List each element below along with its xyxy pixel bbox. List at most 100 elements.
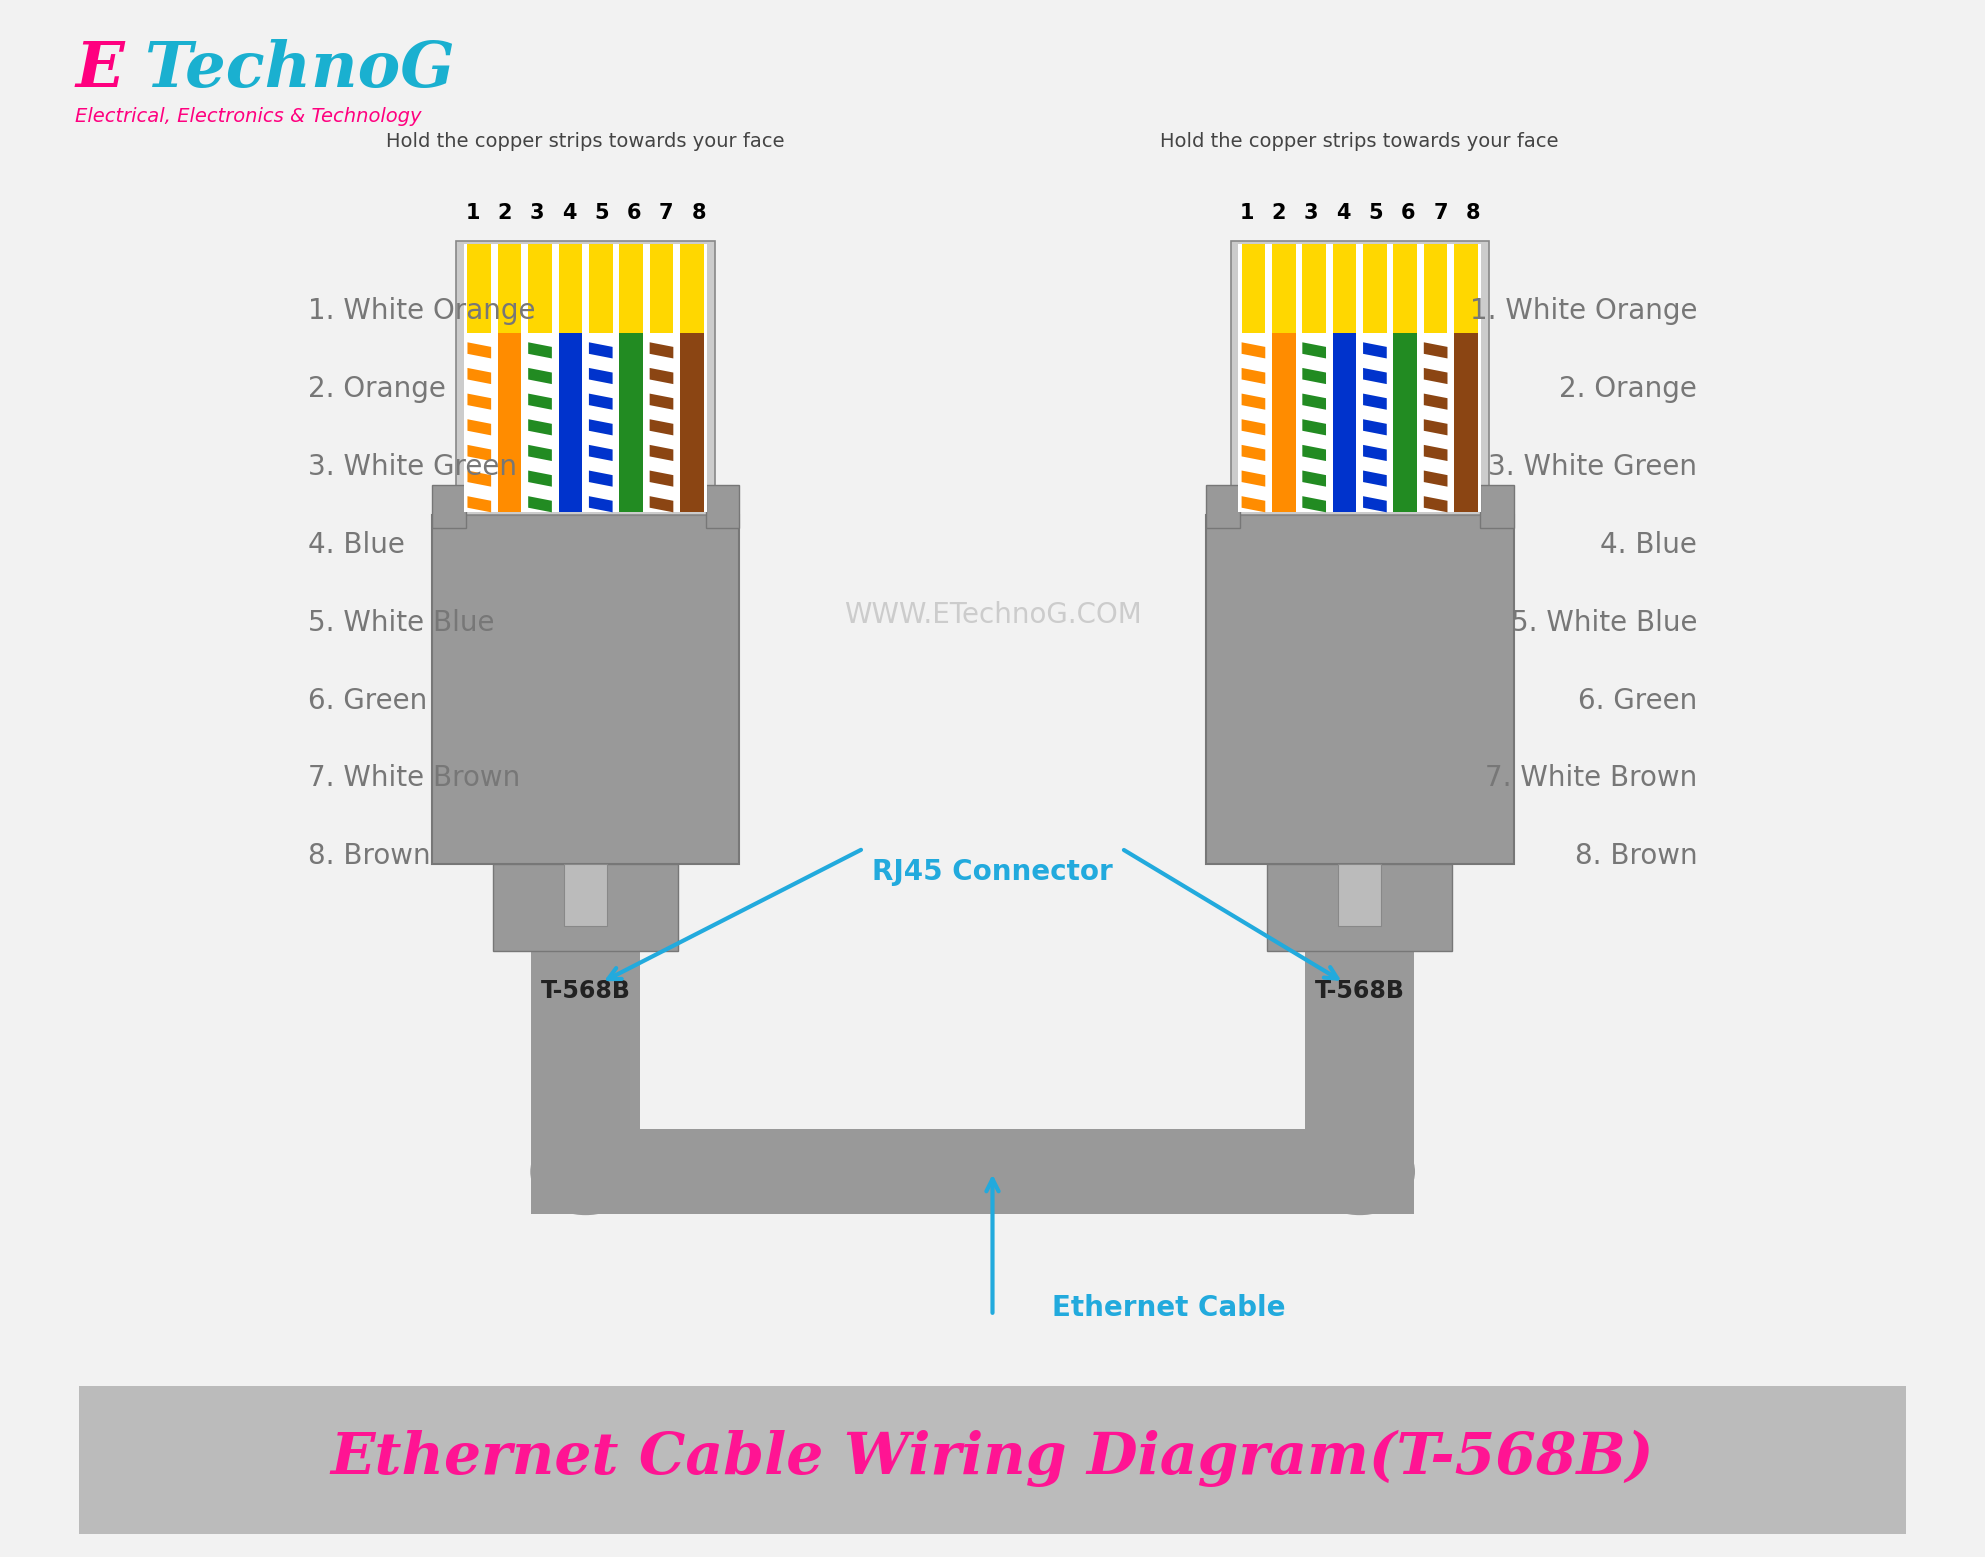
Bar	[1207, 484, 1241, 528]
Polygon shape	[1302, 419, 1326, 436]
Polygon shape	[649, 367, 673, 385]
Polygon shape	[1423, 419, 1447, 436]
Text: 6. Green: 6. Green	[308, 687, 427, 715]
Polygon shape	[1423, 445, 1447, 461]
Text: 4. Blue: 4. Blue	[308, 531, 405, 559]
Text: Hold the copper strips towards your face: Hold the copper strips towards your face	[387, 132, 784, 151]
Text: RJ45 Connector: RJ45 Connector	[871, 858, 1114, 886]
Polygon shape	[590, 419, 613, 436]
Text: 2. Orange: 2. Orange	[1560, 375, 1697, 403]
Polygon shape	[590, 497, 613, 512]
Text: 7: 7	[659, 202, 673, 223]
Polygon shape	[1302, 394, 1326, 409]
Polygon shape	[1241, 497, 1264, 512]
Bar	[590, 333, 613, 512]
Bar	[1393, 333, 1417, 512]
Polygon shape	[649, 470, 673, 487]
Polygon shape	[466, 419, 490, 436]
Polygon shape	[1302, 343, 1326, 358]
Text: 2: 2	[1272, 202, 1286, 223]
Polygon shape	[1241, 343, 1264, 358]
Text: 8. Brown: 8. Brown	[308, 842, 431, 870]
Bar	[558, 244, 582, 333]
Polygon shape	[1241, 394, 1264, 409]
Bar	[528, 244, 552, 333]
Text: 1: 1	[464, 202, 480, 223]
Polygon shape	[590, 470, 613, 487]
Bar	[431, 515, 738, 864]
Polygon shape	[1364, 394, 1388, 409]
Bar	[1364, 333, 1388, 512]
Text: Ethernet Cable Wiring Diagram(T-568B): Ethernet Cable Wiring Diagram(T-568B)	[331, 1431, 1654, 1487]
Polygon shape	[649, 394, 673, 409]
Polygon shape	[528, 445, 552, 461]
Polygon shape	[590, 367, 613, 385]
Polygon shape	[1241, 470, 1264, 487]
Bar	[464, 244, 707, 512]
Bar	[1332, 244, 1356, 333]
Polygon shape	[649, 497, 673, 512]
Bar	[431, 484, 466, 528]
Polygon shape	[1423, 497, 1447, 512]
Polygon shape	[466, 497, 490, 512]
Bar	[1455, 244, 1479, 333]
Bar	[1272, 333, 1296, 512]
Text: 4: 4	[1336, 202, 1352, 223]
Text: T-568B: T-568B	[540, 979, 631, 1003]
Polygon shape	[1241, 445, 1264, 461]
Bar	[619, 244, 643, 333]
Polygon shape	[1423, 367, 1447, 385]
Polygon shape	[1423, 343, 1447, 358]
Text: Electrical, Electronics & Technology: Electrical, Electronics & Technology	[75, 107, 423, 126]
Text: 3. White Green: 3. White Green	[1489, 453, 1697, 481]
Bar	[530, 1129, 1413, 1214]
Circle shape	[530, 1129, 639, 1214]
Text: 5. White Blue: 5. White Blue	[308, 609, 494, 637]
Polygon shape	[1364, 445, 1388, 461]
Polygon shape	[466, 343, 490, 358]
Bar	[498, 244, 522, 333]
Text: 4. Blue: 4. Blue	[1600, 531, 1697, 559]
Bar	[1207, 515, 1513, 864]
Polygon shape	[1302, 497, 1326, 512]
Polygon shape	[1364, 497, 1388, 512]
Bar	[1272, 244, 1296, 333]
Circle shape	[1306, 1129, 1415, 1214]
Bar	[1455, 333, 1479, 512]
Text: WWW.ETechnoG.COM: WWW.ETechnoG.COM	[844, 601, 1141, 629]
Bar	[1241, 244, 1264, 333]
Bar	[1231, 241, 1489, 515]
Polygon shape	[1302, 367, 1326, 385]
Polygon shape	[649, 343, 673, 358]
Polygon shape	[1364, 343, 1388, 358]
Bar	[1302, 244, 1326, 333]
Text: 3: 3	[1304, 202, 1318, 223]
Bar	[1393, 244, 1417, 333]
Bar	[649, 244, 673, 333]
Bar	[466, 244, 490, 333]
Polygon shape	[528, 497, 552, 512]
Bar	[1479, 484, 1513, 528]
Bar	[590, 244, 613, 333]
Bar	[705, 484, 738, 528]
Bar	[1302, 333, 1326, 512]
Text: 3. White Green: 3. White Green	[308, 453, 516, 481]
Bar	[1423, 333, 1447, 512]
Text: 7: 7	[1433, 202, 1447, 223]
Bar	[681, 333, 705, 512]
Polygon shape	[649, 445, 673, 461]
Polygon shape	[649, 419, 673, 436]
Text: 5: 5	[1368, 202, 1384, 223]
Polygon shape	[528, 394, 552, 409]
Bar	[1332, 333, 1356, 512]
Text: Hold the copper strips towards your face: Hold the copper strips towards your face	[1161, 132, 1558, 151]
Bar	[1338, 864, 1382, 926]
Polygon shape	[590, 445, 613, 461]
Polygon shape	[466, 394, 490, 409]
Polygon shape	[1241, 419, 1264, 436]
Text: 4: 4	[562, 202, 578, 223]
Bar	[1364, 244, 1388, 333]
Text: 8: 8	[691, 202, 707, 223]
Text: T-568B: T-568B	[1314, 979, 1405, 1003]
Polygon shape	[528, 367, 552, 385]
